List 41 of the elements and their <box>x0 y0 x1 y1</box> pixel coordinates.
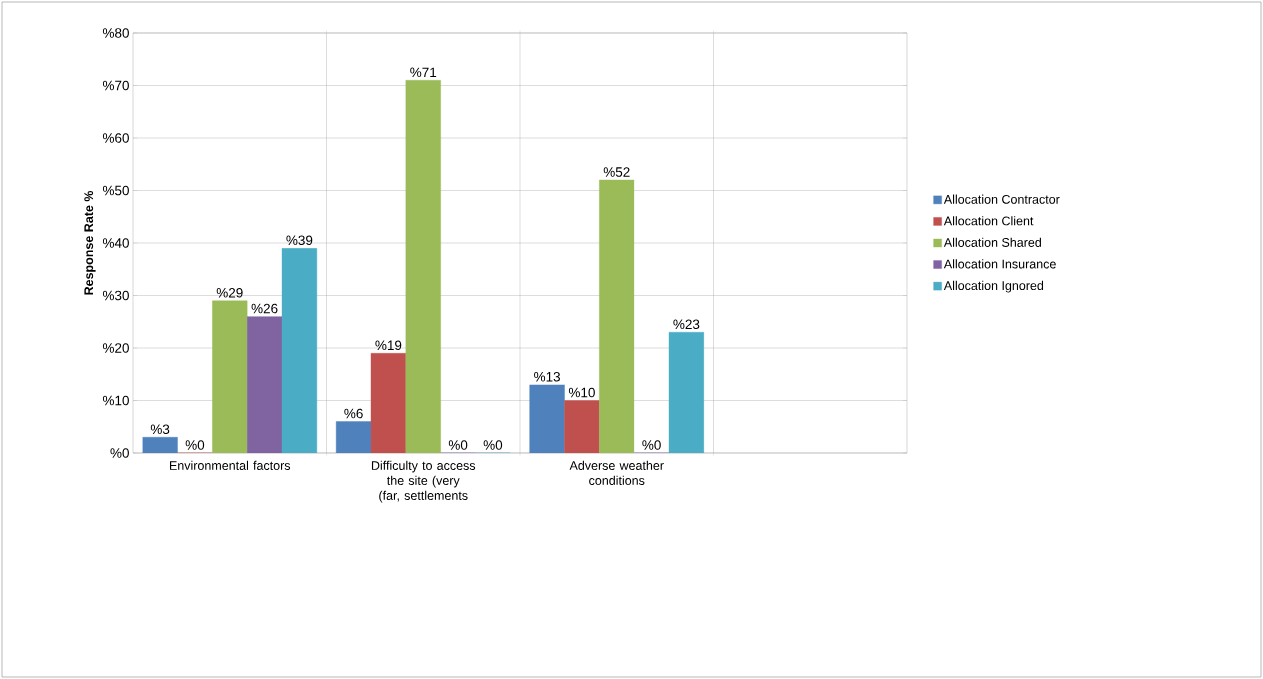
data-label: %0 <box>483 440 503 450</box>
bar <box>370 353 407 453</box>
data-label: %3 <box>150 424 170 435</box>
x-tick-label: Adverse weather conditions <box>569 460 664 485</box>
data-label: %29 <box>216 287 243 298</box>
legend-label: Allocation Contractor <box>943 194 1060 204</box>
data-label: %39 <box>286 235 313 246</box>
y-axis-title: Response Rate % <box>84 190 96 295</box>
y-tick-label: %80 <box>102 28 129 38</box>
data-label: %10 <box>568 387 595 398</box>
legend-label: Allocation Shared <box>943 237 1041 247</box>
data-label: %0 <box>448 440 468 450</box>
data-label: %26 <box>251 303 278 314</box>
y-tick-label: %30 <box>102 290 129 301</box>
legend-label: Allocation Insurance <box>943 259 1056 269</box>
data-label: %13 <box>534 371 561 382</box>
legend-label: Allocation Client <box>943 216 1034 226</box>
bar <box>246 316 283 453</box>
data-label: %0 <box>185 440 205 450</box>
bar <box>668 332 705 453</box>
y-tick-label: %0 <box>110 448 129 458</box>
data-label: %23 <box>673 319 700 330</box>
y-tick-label: %50 <box>102 185 129 196</box>
bar <box>564 400 600 453</box>
data-label: %19 <box>375 340 402 351</box>
y-tick-label: %60 <box>102 133 129 143</box>
bar <box>281 248 318 453</box>
data-label: %0 <box>642 440 661 450</box>
bar <box>405 80 441 453</box>
legend-label: Allocation Ignored <box>943 280 1044 293</box>
bar <box>212 300 248 453</box>
data-label: %6 <box>344 408 363 419</box>
data-label: %52 <box>603 167 630 177</box>
x-tick-label: Environmental factors <box>169 460 291 470</box>
y-tick-label: %40 <box>102 238 129 248</box>
y-tick-label: %70 <box>102 80 129 91</box>
bar <box>599 179 635 453</box>
data-label: %71 <box>410 67 437 78</box>
y-tick-label: %20 <box>102 343 129 353</box>
y-tick-label: %10 <box>102 395 129 406</box>
x-tick-label: Difficulty to access the site (very (far, settlements <box>371 460 476 503</box>
